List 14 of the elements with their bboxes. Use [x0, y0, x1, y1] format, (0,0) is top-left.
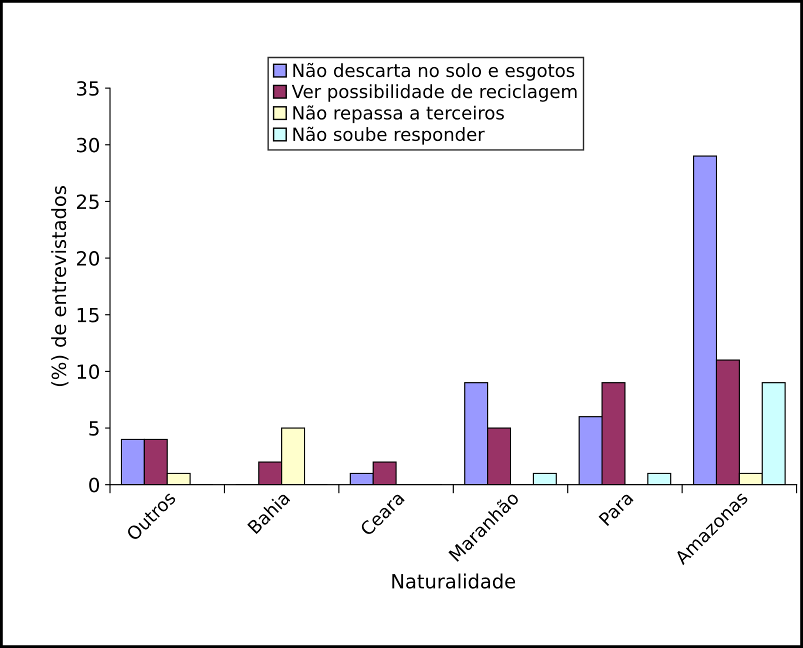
legend-label: Ver possibilidade de reciclagem [292, 84, 577, 102]
y-tick-label: 0 [89, 478, 99, 492]
y-tick-label: 15 [78, 308, 99, 322]
legend-label: Não repassa a terceiros [293, 105, 504, 124]
legend-label: Não descarta no solo e esgotos [293, 62, 574, 81]
y-tick-label: 30 [77, 138, 99, 152]
y-tick-label: 20 [76, 251, 99, 266]
legend-label: Não soube responder [293, 126, 485, 145]
y-tick-label: 10 [78, 364, 99, 380]
y-tick-label: 5 [89, 421, 99, 436]
y-axis-title: (%) de entrevistados [51, 186, 69, 386]
y-tick-label: 25 [76, 194, 99, 210]
y-tick-label: 35 [77, 81, 99, 96]
x-axis-title: Naturalidade [392, 574, 516, 589]
